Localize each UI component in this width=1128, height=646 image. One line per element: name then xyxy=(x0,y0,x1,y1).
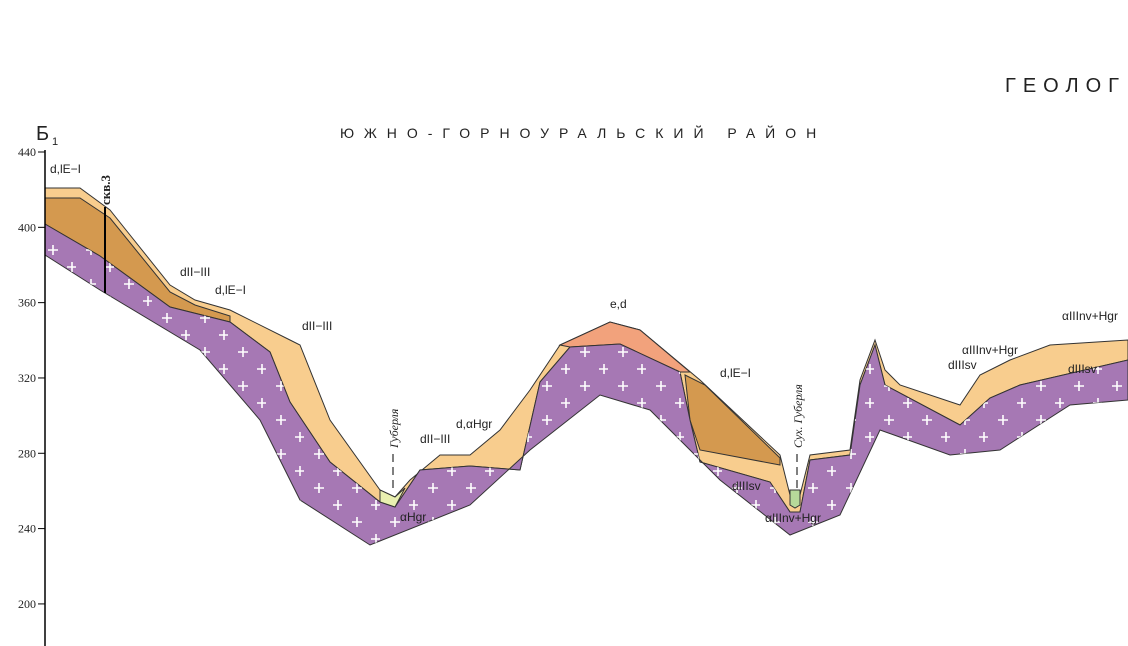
unit-label: d,lE−I xyxy=(50,162,81,176)
title: ГЕОЛОГ xyxy=(1005,75,1126,97)
river-label: Губерля xyxy=(387,408,401,449)
profile-index: 1 xyxy=(52,136,58,148)
unit-label: d,αHgr xyxy=(456,417,492,431)
unit-label: d,lE−I xyxy=(720,366,751,380)
tick-label: 400 xyxy=(18,220,36,234)
unit-label: αHgr xyxy=(400,510,426,524)
unit-label: dII−III xyxy=(180,265,210,279)
unit-label: αIIInv+Hgr xyxy=(1062,309,1118,323)
unit-label: αIIInv+Hgr xyxy=(765,511,821,525)
region: ЮЖНО-ГОРНОУРАЛЬСКИЙ РАЙОН xyxy=(340,124,826,141)
unit-label: dIIIsv xyxy=(732,479,761,493)
alluvium xyxy=(379,487,406,508)
borehole-label: скв.3 xyxy=(98,174,113,205)
tick-label: 320 xyxy=(18,371,36,385)
unit-label: e,d xyxy=(610,297,627,311)
ticks: 200 240 280 320 360 400 440 xyxy=(18,145,45,611)
unit-label: dII−III xyxy=(420,432,450,446)
unit-label: d,lE−I xyxy=(215,283,246,297)
profile-letter: Б xyxy=(36,123,49,145)
unit-label: dIIIsv xyxy=(948,358,977,372)
tick-label: 200 xyxy=(18,597,36,611)
unit-label: dII−III xyxy=(302,319,332,333)
tick-label: 440 xyxy=(18,145,36,159)
tick-label: 360 xyxy=(18,296,36,310)
river-label: Сух. Губерля xyxy=(791,384,805,448)
unit-label: dIIIsv xyxy=(1068,362,1097,376)
granite-pattern xyxy=(45,224,1128,545)
alluvium xyxy=(789,489,801,509)
tick-label: 280 xyxy=(18,446,36,460)
unit-label: αIIInv+Hgr xyxy=(962,343,1018,357)
tick-label: 240 xyxy=(18,522,36,536)
